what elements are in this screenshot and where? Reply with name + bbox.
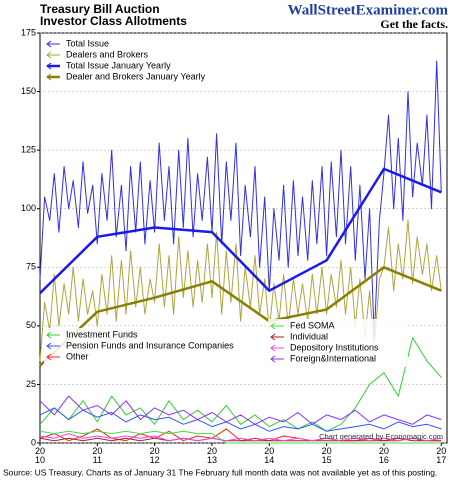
x-tick-label: 20 10: [35, 446, 45, 465]
legend-box: [44, 328, 234, 365]
y-tick-label: 175: [21, 27, 36, 37]
series-line: [39, 407, 442, 432]
legend-arrow: [46, 40, 52, 48]
legend-arrow: [46, 342, 52, 350]
legend-arrow: [270, 355, 276, 363]
legend-label: Fed SOMA: [290, 320, 335, 330]
tagline: Get the facts.: [380, 17, 448, 31]
legend-label: Dealers and Brokers: [66, 49, 149, 59]
plot-frame: [39, 32, 448, 444]
y-tick-label: 25: [26, 379, 36, 389]
series-line: [39, 395, 442, 425]
legend-label: Dealer and Brokers January Yearly: [66, 71, 206, 81]
series-line: [39, 437, 442, 442]
y-tick-label: 75: [26, 262, 36, 272]
legend-label: Individual: [290, 331, 328, 341]
y-tick-label: 50: [26, 320, 36, 330]
series-line: [39, 167, 442, 294]
series-line: [39, 430, 442, 444]
series-line: [39, 433, 442, 442]
legend-label: Other: [66, 351, 89, 361]
chart-subtitle: Investor Class Allotments: [40, 14, 187, 28]
x-tick-label: 20 12: [150, 446, 160, 465]
x-tick-label: 20 13: [207, 446, 217, 465]
site-name: WallStreetExaminer.com: [288, 2, 449, 18]
legend-arrow: [46, 331, 52, 339]
legend-label: Investment Funds: [66, 329, 138, 339]
legend-label: Foreign&International: [290, 353, 376, 363]
y-tick-label: 0: [31, 437, 36, 447]
legend-label: Pension Funds and Insurance Companies: [66, 340, 234, 350]
legend-arrow: [270, 322, 276, 330]
legend-arrow: [270, 344, 276, 352]
x-tick-label: 20 16: [379, 446, 389, 465]
plot: 0 25 50 75 100 125 150 175 20 10 20 11 20 12 20 13 20 14 2…: [21, 27, 447, 465]
legend-arrow: [270, 333, 276, 341]
y-tick-label: 125: [21, 145, 36, 155]
legend-arrow: [46, 73, 52, 81]
y-tick-label: 150: [21, 86, 36, 96]
legend-box: [44, 37, 214, 85]
legend-label: Depository Institutions: [290, 342, 379, 352]
legend-arrow: [46, 62, 52, 70]
legend-arrow: [46, 51, 52, 59]
x-tick-label: 20 15: [322, 446, 332, 465]
x-tick-label: 20 11: [92, 446, 102, 465]
y-tick-label: 100: [21, 203, 36, 213]
x-tick-label: 20 17: [436, 446, 446, 465]
source-note: Source: US Treasury. Charts as of Januar…: [3, 467, 437, 477]
x-tick-label: 20 14: [264, 446, 274, 465]
legend-label: Total Issue: [66, 38, 109, 48]
series-line: [39, 337, 442, 432]
watermark: Chart generated by Economagic.com: [319, 432, 443, 441]
legend-label: Total Issue January Yearly: [66, 60, 171, 70]
legend-box: [268, 319, 408, 367]
chart-title: Treasury Bill Auction: [40, 2, 160, 16]
legend-arrow: [46, 353, 52, 361]
series-line: [39, 266, 442, 367]
